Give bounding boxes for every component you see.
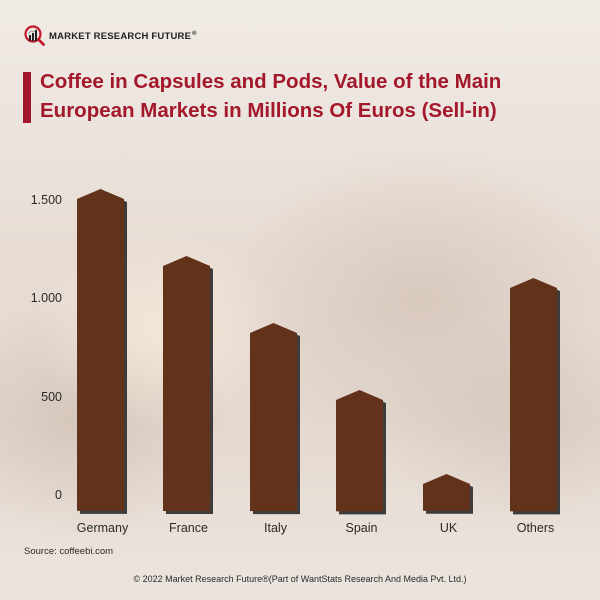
y-tick-label: 500 [41,389,62,404]
y-tick-label: 1.000 [30,291,62,306]
x-tick-label: Others [516,521,555,535]
x-tick-label: France [169,521,208,535]
logo-magnifier-chart-icon [24,25,46,46]
x-tick-label: Italy [264,521,287,535]
bar-uk [423,474,474,515]
x-tick-label: Spain [345,521,378,535]
bar-spain [336,389,387,515]
copyright-footer: © 2022 Market Research Future®(Part of W… [133,574,467,584]
bar-italy [250,322,301,515]
bar-others [510,277,561,515]
title-accent-bar [23,72,31,123]
chart-title: Coffee in Capsules and Pods, Value of th… [40,70,502,122]
bar-france [163,255,214,515]
y-tick-label: 0 [55,488,62,502]
logo-text: MARKET RESEARCH FUTURE® [49,30,197,42]
logo: MARKET RESEARCH FUTURE® [24,25,197,46]
x-tick-label: Germany [76,521,129,535]
y-tick-label: 1.500 [30,193,62,208]
source-note: Source: coffeebi.com [24,546,114,557]
x-tick-label: UK [439,521,458,535]
bar-germany [77,189,128,515]
